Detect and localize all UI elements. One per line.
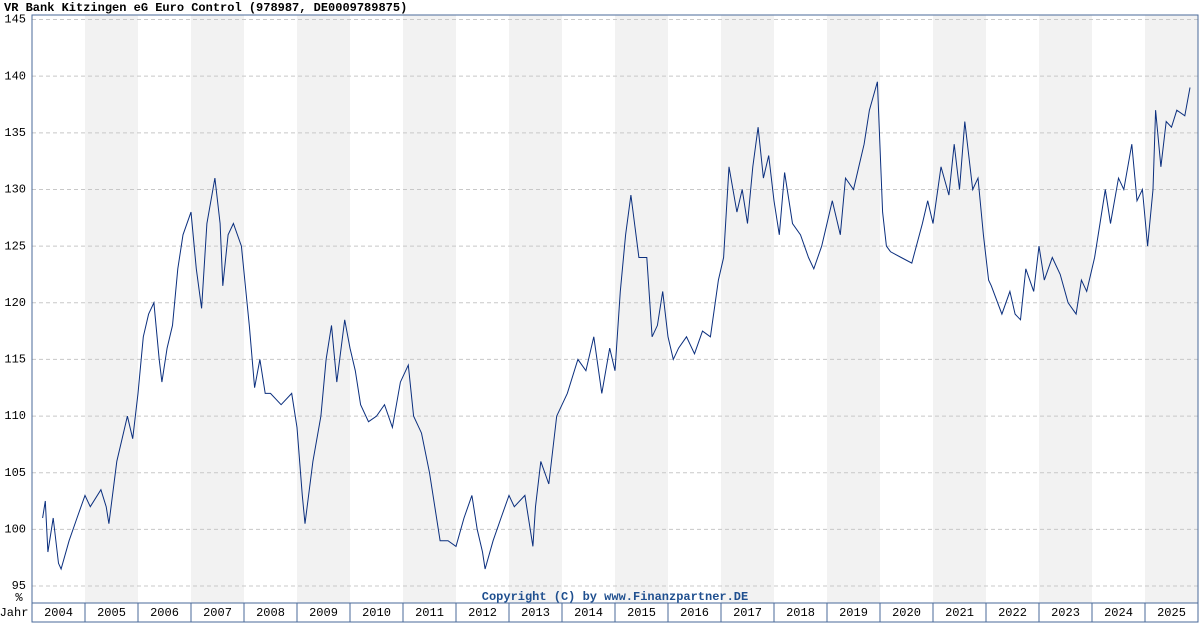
year-band xyxy=(1145,15,1198,603)
background-layer xyxy=(85,15,1198,603)
y-tick-label: 125 xyxy=(4,239,26,253)
x-tick-label: 2015 xyxy=(627,606,656,620)
year-band xyxy=(721,15,774,603)
y-tick-label: 135 xyxy=(4,126,26,140)
x-tick-label: 2022 xyxy=(998,606,1027,620)
year-band xyxy=(827,15,880,603)
x-tick-label: 2012 xyxy=(468,606,497,620)
x-tick-label: 2009 xyxy=(309,606,338,620)
x-tick-label: 2006 xyxy=(150,606,179,620)
year-band xyxy=(933,15,986,603)
x-tick-label: 2019 xyxy=(839,606,868,620)
x-tick-label: 2007 xyxy=(203,606,232,620)
x-tick-label: 2024 xyxy=(1104,606,1133,620)
year-band xyxy=(297,15,350,603)
x-tick-label: 2013 xyxy=(521,606,550,620)
x-tick-label: 2020 xyxy=(892,606,921,620)
x-tick-label: 2018 xyxy=(786,606,815,620)
x-tick-label: 2010 xyxy=(362,606,391,620)
y-unit: % xyxy=(15,591,23,605)
x-tick-label: 2016 xyxy=(680,606,709,620)
x-tick-label: 2025 xyxy=(1157,606,1186,620)
x-tick-label: 2004 xyxy=(44,606,73,620)
y-tick-label: 105 xyxy=(4,466,26,480)
x-tick-label: 2023 xyxy=(1051,606,1080,620)
x-tick-label: 2017 xyxy=(733,606,762,620)
year-band xyxy=(191,15,244,603)
y-tick-label: 95 xyxy=(12,579,26,593)
chart-title: VR Bank Kitzingen eG Euro Control (97898… xyxy=(4,1,407,15)
x-tick-label: 2011 xyxy=(415,606,444,620)
plot-frame xyxy=(31,14,1199,623)
y-tick-label: 115 xyxy=(4,353,26,367)
x-tick-label: 2021 xyxy=(945,606,974,620)
copyright: Copyright (C) by www.Finanzpartner.DE xyxy=(482,590,748,604)
price-line xyxy=(42,81,1191,571)
y-tick-label: 140 xyxy=(4,69,26,83)
x-tick-label: 2008 xyxy=(256,606,285,620)
y-tick-label: 145 xyxy=(4,13,26,27)
year-band xyxy=(403,15,456,603)
y-tick-label: 130 xyxy=(4,183,26,197)
x-tick-label: 2005 xyxy=(97,606,126,620)
y-tick-label: 100 xyxy=(4,523,26,537)
y-tick-label: 120 xyxy=(4,296,26,310)
year-band xyxy=(509,15,562,603)
year-band xyxy=(1039,15,1092,603)
year-band xyxy=(85,15,138,603)
y-tick-label: 110 xyxy=(4,409,26,423)
x-label: Jahr xyxy=(0,606,28,620)
x-tick-label: 2014 xyxy=(574,606,603,620)
year-band xyxy=(615,15,668,603)
